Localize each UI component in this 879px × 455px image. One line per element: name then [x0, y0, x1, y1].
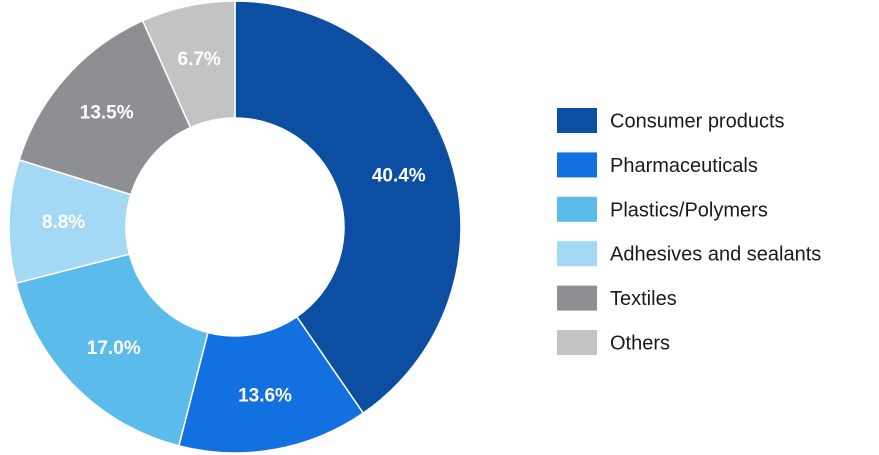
legend-swatch-adhesives-and-sealants [557, 241, 597, 267]
slice-others [141, 0, 236, 129]
slice-label-textiles: 13.5% [80, 103, 134, 124]
legend-item-adhesives-and-sealants: Adhesives and sealants [557, 241, 821, 267]
legend-swatch-others [557, 330, 597, 355]
legend-label-textiles: Textiles [610, 288, 677, 310]
legend-item-plastics-polymers: Plastics/Polymers [557, 196, 768, 222]
slice-consumer-products [234, 0, 462, 415]
donut-slices [8, 0, 462, 454]
slice-label-others: 6.7% [178, 49, 221, 70]
slice-label-consumer-products: 40.4% [372, 166, 426, 187]
legend-item-others: Others [557, 330, 670, 355]
legend-label-consumer-products: Consumer products [610, 111, 785, 133]
legend-item-consumer-products: Consumer products [557, 108, 785, 133]
slice-plastics-polymers [15, 253, 209, 447]
legend-label-plastics-polymers: Plastics/Polymers [610, 199, 768, 221]
legend-label-adhesives-and-sealants: Adhesives and sealants [610, 244, 821, 266]
legend-swatch-consumer-products [557, 108, 597, 133]
slice-label-pharmaceuticals: 13.6% [238, 385, 292, 406]
legend-item-pharmaceuticals: Pharmaceuticals [557, 152, 758, 178]
legend-swatch-plastics-polymers [557, 196, 597, 222]
slice-label-plastics-polymers: 17.0% [87, 338, 141, 359]
legend-item-textiles: Textiles [557, 285, 677, 311]
slice-labels: 40.4% 13.6% 17.0% 8.8% 13.5% 6.7% [42, 49, 426, 407]
legend-label-others: Others [610, 333, 670, 355]
slice-textiles [18, 19, 192, 196]
slice-label-adhesives-and-sealants: 8.8% [42, 212, 85, 233]
legend-label-pharmaceuticals: Pharmaceuticals [610, 155, 758, 177]
legend-swatch-pharmaceuticals [557, 152, 597, 178]
legend-swatch-textiles [557, 285, 597, 311]
slice-pharmaceuticals [177, 315, 365, 454]
legend: Consumer products Pharmaceuticals Plastics… [557, 108, 821, 355]
